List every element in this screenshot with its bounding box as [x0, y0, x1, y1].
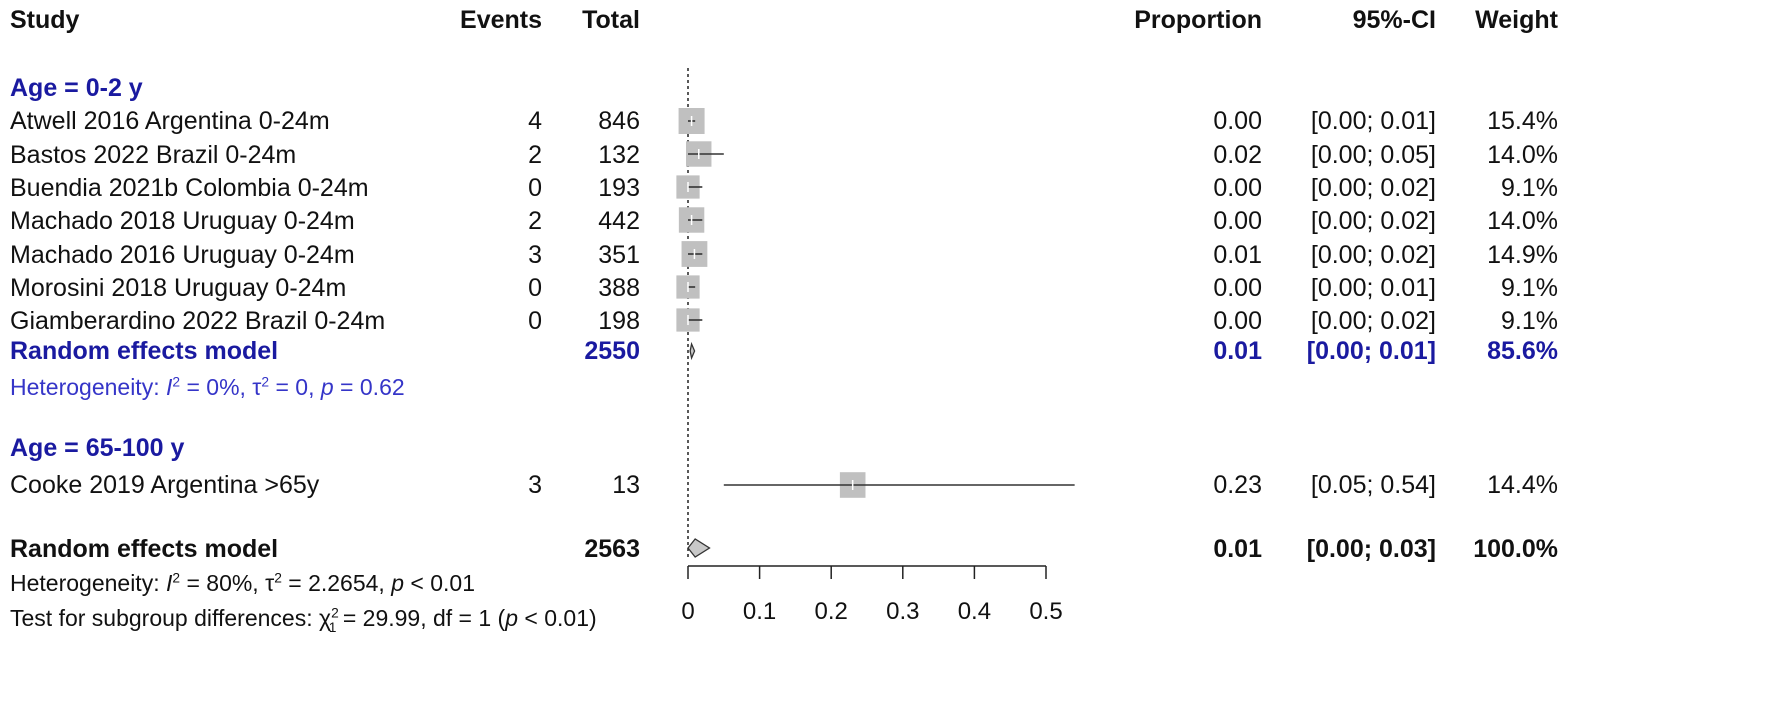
study-total: 198 — [598, 307, 640, 335]
header-study: Study — [10, 6, 80, 34]
x-tick-label: 0.3 — [886, 598, 919, 625]
overall-model-ci: [0.00; 0.03] — [1306, 535, 1436, 563]
x-tick-label: 0.5 — [1029, 598, 1062, 625]
study-proportion: 0.00 — [1213, 107, 1262, 135]
x-tick-label: 0.4 — [958, 598, 991, 625]
study-weight: 15.4% — [1487, 107, 1558, 135]
x-tick-label: 0 — [681, 598, 694, 625]
header-ci: 95%-CI — [1352, 6, 1436, 34]
study-ci: [0.00; 0.02] — [1310, 307, 1436, 335]
study-name: Atwell 2016 Argentina 0-24m — [10, 107, 330, 135]
study-total: 193 — [598, 174, 640, 202]
study-events: 3 — [528, 471, 542, 499]
study-name: Buendia 2021b Colombia 0-24m — [10, 174, 369, 202]
overall-model-label: Random effects model — [10, 535, 279, 563]
study-weight: 14.4% — [1487, 471, 1558, 499]
summary-diamond — [687, 538, 711, 558]
study-ci: [0.00; 0.01] — [1310, 274, 1436, 302]
study-events: 3 — [528, 241, 542, 269]
study-weight: 14.9% — [1487, 241, 1558, 269]
subgroup-model-ci: [0.00; 0.01] — [1306, 337, 1436, 365]
study-proportion: 0.00 — [1213, 207, 1262, 235]
overall-model-weight: 100.0% — [1473, 535, 1558, 563]
study-total: 132 — [598, 141, 640, 169]
subgroup-model-total: 2550 — [584, 337, 640, 365]
overall-model-proportion: 0.01 — [1213, 535, 1262, 563]
study-weight: 14.0% — [1487, 207, 1558, 235]
study-proportion: 0.23 — [1213, 471, 1262, 499]
header-total: Total — [582, 6, 640, 34]
study-total: 846 — [598, 107, 640, 135]
study-events: 2 — [528, 207, 542, 235]
study-events: 4 — [528, 107, 542, 135]
study-proportion: 0.02 — [1213, 141, 1262, 169]
study-ci: [0.05; 0.54] — [1310, 471, 1436, 499]
summary-diamond — [689, 341, 696, 361]
header-proportion: Proportion — [1134, 6, 1262, 34]
x-tick-label: 0.2 — [815, 598, 848, 625]
study-events: 0 — [528, 274, 542, 302]
study-total: 388 — [598, 274, 640, 302]
subgroup-label: Age = 0-2 y — [10, 74, 143, 102]
subgroup-label: Age = 65-100 y — [10, 434, 185, 462]
study-proportion: 0.01 — [1213, 241, 1262, 269]
study-weight: 9.1% — [1501, 174, 1558, 202]
subgroup-model-proportion: 0.01 — [1213, 337, 1262, 365]
study-name: Bastos 2022 Brazil 0-24m — [10, 141, 297, 169]
study-weight: 9.1% — [1501, 307, 1558, 335]
study-ci: [0.00; 0.05] — [1310, 141, 1436, 169]
subgroup-differences-test: Test for subgroup differences: χ21 = 29.… — [10, 605, 597, 635]
overall-model-total: 2563 — [584, 535, 640, 563]
study-events: 0 — [528, 174, 542, 202]
header-weight: Weight — [1475, 6, 1558, 34]
study-total: 351 — [598, 241, 640, 269]
overall-heterogeneity: Heterogeneity: I2 = 80%, τ2 = 2.2654, p … — [10, 570, 475, 596]
study-total: 442 — [598, 207, 640, 235]
study-events: 2 — [528, 141, 542, 169]
study-ci: [0.00; 0.02] — [1310, 241, 1436, 269]
subgroup-model-label: Random effects model — [10, 337, 279, 365]
study-proportion: 0.00 — [1213, 274, 1262, 302]
study-weight: 9.1% — [1501, 274, 1558, 302]
study-total: 13 — [612, 471, 640, 499]
study-proportion: 0.00 — [1213, 174, 1262, 202]
study-name: Giamberardino 2022 Brazil 0-24m — [10, 307, 386, 335]
study-ci: [0.00; 0.01] — [1310, 107, 1436, 135]
study-proportion: 0.00 — [1213, 307, 1262, 335]
subgroup-heterogeneity: Heterogeneity: I2 = 0%, τ2 = 0, p = 0.62 — [10, 374, 405, 400]
study-name: Morosini 2018 Uruguay 0-24m — [10, 274, 347, 302]
study-events: 0 — [528, 307, 542, 335]
header-events: Events — [460, 6, 542, 34]
study-ci: [0.00; 0.02] — [1310, 174, 1436, 202]
study-name: Cooke 2019 Argentina >65y — [10, 471, 320, 499]
x-tick-label: 0.1 — [743, 598, 776, 625]
study-ci: [0.00; 0.02] — [1310, 207, 1436, 235]
study-weight: 14.0% — [1487, 141, 1558, 169]
study-name: Machado 2016 Uruguay 0-24m — [10, 241, 355, 269]
subgroup-model-weight: 85.6% — [1487, 337, 1558, 365]
study-name: Machado 2018 Uruguay 0-24m — [10, 207, 355, 235]
